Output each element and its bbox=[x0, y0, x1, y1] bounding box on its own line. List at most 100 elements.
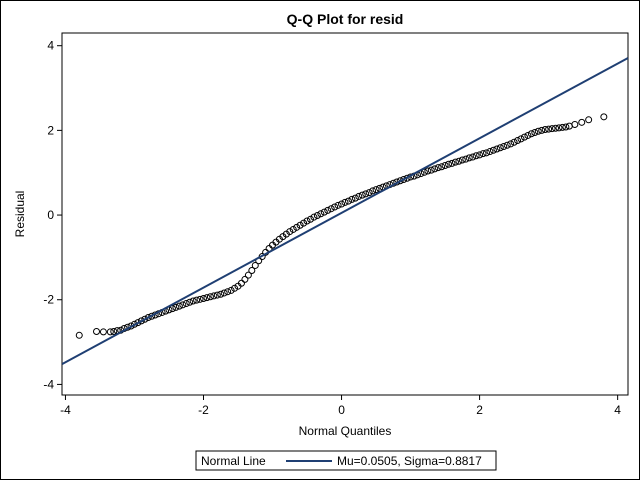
data-point bbox=[527, 130, 535, 138]
data-point bbox=[396, 177, 404, 185]
data-point bbox=[503, 141, 511, 149]
data-point bbox=[137, 317, 145, 325]
data-point bbox=[193, 296, 201, 304]
data-point bbox=[179, 301, 187, 309]
data-point bbox=[489, 146, 497, 154]
data-point bbox=[431, 165, 439, 173]
data-point bbox=[351, 194, 359, 202]
data-point bbox=[300, 219, 308, 227]
y-tick-label: -4 bbox=[43, 377, 54, 391]
legend: Normal Line Mu=0.0505, Sigma=0.8817 bbox=[195, 450, 497, 471]
data-point bbox=[531, 128, 539, 136]
data-point bbox=[462, 155, 470, 163]
chart-title: Q-Q Plot for resid bbox=[287, 11, 404, 27]
data-point bbox=[186, 298, 194, 306]
data-point bbox=[438, 163, 446, 171]
data-point bbox=[168, 305, 176, 313]
data-point bbox=[400, 175, 408, 183]
data-point bbox=[327, 205, 335, 213]
x-tick-label: 2 bbox=[476, 403, 483, 417]
data-point bbox=[365, 189, 373, 197]
y-axis: -4 -2 0 2 4 bbox=[43, 39, 62, 391]
data-point bbox=[231, 284, 239, 292]
data-point bbox=[458, 156, 466, 164]
data-point bbox=[110, 327, 118, 335]
data-point bbox=[251, 261, 259, 269]
data-point bbox=[200, 294, 207, 302]
data-point bbox=[227, 286, 235, 294]
data-point bbox=[358, 191, 366, 199]
data-point bbox=[296, 221, 304, 229]
data-point bbox=[203, 294, 211, 302]
x-tick-label: 4 bbox=[614, 403, 621, 417]
data-point bbox=[469, 153, 477, 161]
data-point bbox=[241, 275, 249, 283]
y-tick-label: 4 bbox=[47, 39, 54, 53]
data-point bbox=[144, 314, 152, 322]
data-point bbox=[286, 228, 294, 236]
data-point bbox=[441, 162, 449, 170]
data-point bbox=[341, 198, 349, 206]
legend-line-label: Mu=0.0505, Sigma=0.8817 bbox=[337, 454, 482, 468]
data-point bbox=[293, 223, 301, 231]
data-point bbox=[455, 157, 463, 165]
legend-box bbox=[195, 450, 497, 471]
data-point bbox=[545, 125, 553, 133]
data-point bbox=[237, 279, 245, 287]
data-point bbox=[75, 331, 83, 339]
data-point bbox=[538, 126, 546, 134]
x-axis: -4 -2 0 2 4 bbox=[60, 395, 621, 417]
data-point bbox=[486, 148, 494, 156]
data-point bbox=[479, 150, 487, 158]
y-tick-label: -2 bbox=[43, 293, 54, 307]
data-point bbox=[476, 151, 484, 159]
data-point bbox=[600, 113, 608, 121]
data-point bbox=[355, 192, 363, 200]
data-point bbox=[303, 217, 311, 225]
data-point bbox=[362, 190, 370, 198]
data-point bbox=[224, 288, 232, 296]
data-point bbox=[427, 166, 435, 174]
data-point bbox=[317, 210, 325, 218]
data-point bbox=[213, 291, 221, 299]
data-point bbox=[552, 124, 560, 132]
data-point bbox=[182, 300, 190, 308]
data-point bbox=[534, 127, 542, 135]
data-point bbox=[562, 123, 570, 131]
data-point bbox=[206, 293, 214, 301]
data-point bbox=[520, 133, 528, 141]
data-point bbox=[517, 135, 525, 143]
data-point bbox=[331, 203, 339, 211]
data-point bbox=[507, 140, 515, 148]
data-point bbox=[424, 167, 432, 175]
data-point bbox=[313, 211, 321, 219]
data-point bbox=[334, 201, 342, 209]
y-tick-label: 0 bbox=[47, 208, 54, 222]
data-point bbox=[248, 267, 256, 275]
data-point bbox=[493, 145, 501, 153]
data-point bbox=[244, 271, 252, 279]
data-point bbox=[106, 328, 114, 336]
data-point bbox=[210, 292, 218, 300]
data-point bbox=[445, 160, 453, 168]
y-tick-label: 2 bbox=[47, 123, 54, 137]
y-axis-label: Residual bbox=[13, 191, 27, 238]
data-point bbox=[541, 126, 549, 134]
data-point bbox=[99, 328, 107, 336]
data-point bbox=[348, 195, 356, 203]
data-point bbox=[289, 225, 297, 233]
data-point bbox=[372, 186, 380, 194]
data-points bbox=[75, 113, 608, 339]
data-point bbox=[220, 289, 228, 297]
data-point bbox=[217, 290, 225, 298]
data-point bbox=[306, 215, 314, 223]
data-point bbox=[578, 118, 586, 126]
data-point bbox=[558, 123, 566, 131]
x-axis-label: Normal Quantiles bbox=[299, 424, 392, 438]
data-point bbox=[93, 327, 101, 335]
x-tick-label: -2 bbox=[198, 403, 209, 417]
data-point bbox=[172, 303, 180, 311]
data-point bbox=[175, 302, 183, 310]
